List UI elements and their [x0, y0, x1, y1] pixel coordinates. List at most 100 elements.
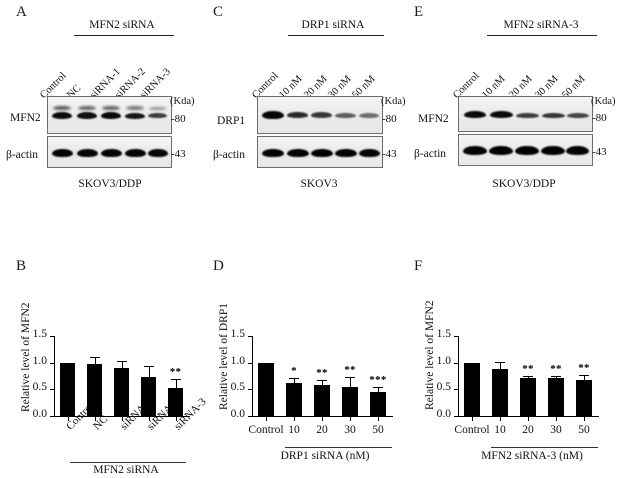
- bar-D-2: [314, 384, 330, 416]
- mw-label-c-0: -80: [382, 113, 397, 125]
- y-tick-label-F-1: 0.5: [436, 381, 451, 394]
- cell-line-c: SKOV3: [300, 178, 338, 190]
- y-tick-label-D-0: 0.0: [230, 408, 245, 420]
- mw-label-a-1: -43: [171, 148, 186, 160]
- plot-area-d: [252, 336, 393, 417]
- blot-image-e-actin: [458, 134, 593, 166]
- blot-row-label-a-0: MFN2: [10, 112, 41, 124]
- significance-F-2: **: [522, 362, 534, 375]
- y-tick-D-0: [248, 416, 252, 417]
- x-tick-B-3: [148, 417, 150, 421]
- significance-F-3: **: [550, 362, 562, 375]
- x-group-rule-b: [70, 462, 186, 463]
- x-tick-D-3: [350, 417, 351, 421]
- mw-label-a-0: -80: [171, 113, 186, 125]
- y-tick-label-F-2: 1.0: [436, 354, 451, 367]
- mw-label-e-1: -43: [592, 146, 607, 158]
- error-cap-D-4: [373, 387, 383, 389]
- significance-F-4: **: [578, 361, 590, 374]
- bar-F-2: [520, 377, 536, 416]
- error-cap-F-4: [579, 374, 589, 376]
- y-tick-label-D-2: 1.0: [230, 354, 245, 367]
- y-tick-label-B-1: 0.5: [32, 381, 47, 394]
- panel-letter-f: F: [414, 258, 423, 274]
- error-cap-F-1: [495, 362, 505, 364]
- group-title-c: DRP1 siRNA: [301, 19, 365, 31]
- x-group-label-f: MFN2 siRNA-3 (nM): [481, 450, 583, 462]
- plot-area-f: [458, 336, 599, 417]
- error-bar-B-2: [121, 360, 123, 368]
- y-tick-B-2: [50, 362, 54, 364]
- error-cap-B-1: [89, 357, 100, 359]
- plot-area-b: [54, 336, 190, 417]
- y-tick-D-1: [248, 389, 252, 391]
- group-title-a: MFN2 siRNA: [89, 19, 155, 31]
- panel-letter-a: A: [16, 4, 27, 20]
- x-tick-B-0: [67, 417, 69, 421]
- y-tick-D-2: [248, 362, 252, 364]
- x-label-F-2: 20: [522, 424, 534, 436]
- y-tick-label-F-0: 0.0: [436, 408, 451, 420]
- y-tick-B-1: [50, 389, 54, 391]
- group-rule-c: [288, 35, 384, 36]
- x-label-D-4: 50: [372, 424, 384, 436]
- significance-D-2: **: [316, 366, 328, 379]
- bar-F-0: [464, 362, 480, 416]
- blot-image-c-actin: [257, 136, 383, 168]
- bar-F-1: [492, 369, 508, 416]
- kda-header-a: (Kda): [170, 96, 195, 107]
- error-bar-B-1: [94, 357, 96, 365]
- blot-image-c-drp1: [257, 96, 383, 134]
- significance-D-3: **: [344, 364, 356, 377]
- error-cap-F-2: [523, 375, 533, 377]
- x-tick-B-4: [175, 417, 177, 421]
- y-tick-B-3: [50, 336, 54, 337]
- error-bar-D-3: [350, 377, 351, 387]
- x-group-rule-d: [285, 447, 392, 448]
- blot-image-e-mfn2: [458, 96, 593, 132]
- bar-B-2: [114, 368, 129, 416]
- x-tick-F-3: [556, 417, 557, 421]
- x-tick-F-0: [472, 417, 473, 421]
- bar-F-4: [576, 379, 592, 416]
- error-cap-B-4: [170, 378, 181, 380]
- y-tick-label-B-2: 1.0: [32, 354, 47, 367]
- x-tick-D-2: [322, 417, 323, 421]
- kda-header-c: (Kda): [381, 96, 406, 107]
- y-tick-F-3: [454, 336, 458, 337]
- error-cap-B-2: [116, 360, 127, 362]
- x-tick-B-1: [94, 417, 96, 421]
- error-bar-F-4: [584, 374, 585, 380]
- significance-D-4: ***: [369, 374, 387, 387]
- x-group-label-b: MFN2 siRNA: [93, 464, 159, 476]
- error-bar-D-2: [322, 379, 323, 385]
- group-rule-a: [74, 35, 174, 36]
- x-tick-F-4: [584, 417, 585, 421]
- blot-row-label-e-0: MFN2: [418, 113, 449, 125]
- blot-row-label-c-0: DRP1: [217, 115, 246, 127]
- error-bar-F-1: [500, 362, 501, 370]
- error-bar-D-4: [378, 387, 379, 392]
- x-tick-B-2: [121, 417, 123, 421]
- blot-row-label-a-1: β-actin: [6, 149, 39, 161]
- mw-label-c-1: -43: [382, 148, 397, 160]
- x-label-F-1: 10: [494, 424, 506, 436]
- error-bar-B-3: [148, 365, 150, 377]
- error-cap-D-2: [317, 379, 327, 381]
- y-tick-F-1: [454, 389, 458, 391]
- x-tick-F-2: [528, 417, 529, 421]
- y-tick-F-0: [454, 416, 458, 417]
- mw-label-e-0: -80: [592, 112, 607, 124]
- y-tick-label-B-0: 0.0: [32, 408, 47, 420]
- x-label-F-0: Control: [454, 424, 490, 436]
- bar-F-3: [548, 377, 564, 416]
- y-tick-label-D-1: 0.5: [230, 381, 245, 394]
- y-tick-B-0: [50, 416, 54, 417]
- bar-B-3: [141, 376, 156, 416]
- cell-line-e: SKOV3/DDP: [492, 178, 556, 190]
- panel-letter-e: E: [414, 4, 424, 20]
- x-group-rule-f: [491, 447, 598, 448]
- x-tick-D-1: [294, 417, 295, 421]
- bar-D-4: [370, 392, 386, 416]
